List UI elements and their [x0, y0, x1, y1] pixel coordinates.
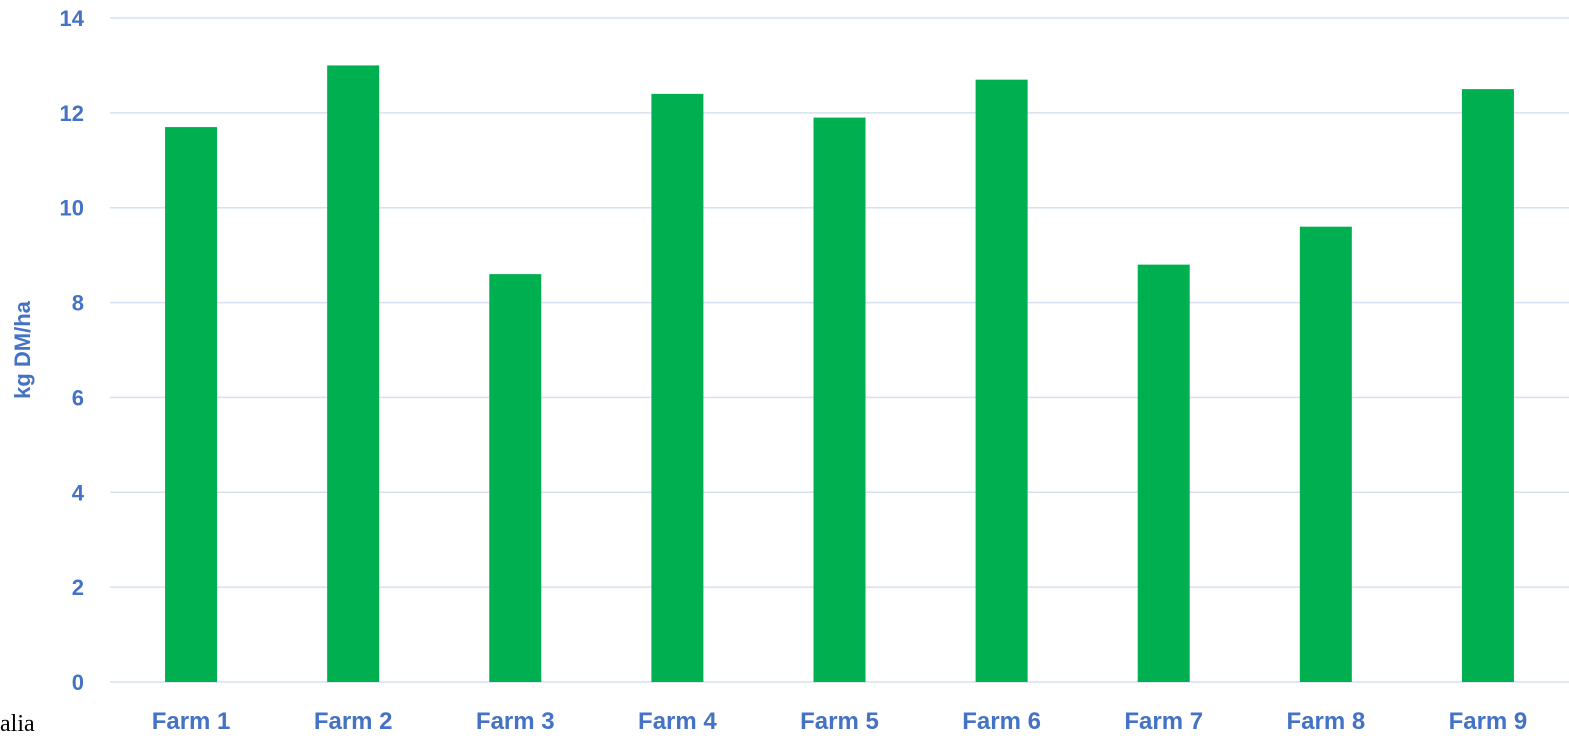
x-tick-label: Farm 8 — [1286, 708, 1365, 735]
x-tick-label: Farm 1 — [152, 708, 231, 735]
y-tick-label: 4 — [72, 480, 85, 505]
x-tick-label: Farm 9 — [1449, 708, 1528, 735]
bar-farm-2 — [327, 65, 380, 682]
x-tick-label: Farm 7 — [1124, 708, 1203, 735]
cropped-text-fragment: alia — [0, 711, 35, 736]
bar-farm-5 — [813, 117, 866, 683]
y-tick-labels: 0 2 4 6 8 10 12 14 — [60, 6, 85, 695]
y-tick-label: 0 — [72, 670, 84, 695]
y-tick-label: 8 — [72, 291, 84, 316]
y-tick-label: 12 — [60, 101, 84, 126]
bars — [165, 65, 1514, 683]
x-tick-label: Farm 6 — [962, 708, 1041, 735]
y-tick-label: 6 — [72, 385, 84, 410]
x-tick-label: Farm 3 — [476, 708, 555, 735]
y-tick-label: 10 — [60, 196, 84, 221]
bar-farm-8 — [1299, 226, 1352, 682]
bar-farm-4 — [651, 93, 704, 682]
x-tick-labels: Farm 1 Farm 2 Farm 3 Farm 4 Farm 5 Farm 6 Farm… — [152, 708, 1528, 735]
bar-farm-7 — [1137, 264, 1190, 682]
bar-farm-9 — [1461, 89, 1514, 682]
bar-farm-1 — [165, 127, 218, 683]
bar-farm-3 — [489, 274, 542, 682]
y-axis-label: kg DM/ha — [10, 300, 35, 399]
y-tick-label: 2 — [72, 575, 84, 600]
bar-farm-6 — [975, 79, 1028, 682]
x-tick-label: Farm 2 — [314, 708, 393, 735]
x-tick-label: Farm 5 — [800, 708, 879, 735]
x-tick-label: Farm 4 — [638, 708, 717, 735]
y-tick-label: 14 — [60, 6, 85, 31]
